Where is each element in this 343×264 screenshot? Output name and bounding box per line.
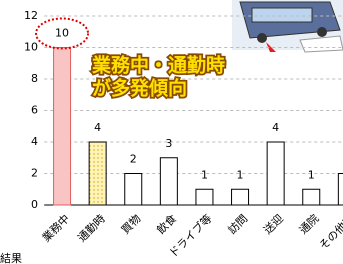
y-tick-label: 0 bbox=[31, 198, 38, 211]
y-tick-label: 10 bbox=[24, 41, 38, 54]
bar bbox=[160, 158, 177, 205]
x-tick-label: 買物 bbox=[118, 211, 143, 236]
x-tick-label: 通勤時 bbox=[75, 212, 108, 245]
y-tick-label: 2 bbox=[31, 167, 38, 180]
x-tick-label: 訪問 bbox=[225, 211, 250, 236]
y-tick-label: 8 bbox=[31, 72, 38, 85]
bar bbox=[338, 174, 343, 206]
bar bbox=[303, 189, 320, 205]
bar bbox=[196, 189, 213, 205]
x-tick-label: 飲食 bbox=[154, 211, 179, 236]
data-label: 3 bbox=[165, 137, 172, 150]
data-label: 4 bbox=[272, 121, 279, 134]
bar bbox=[125, 174, 142, 206]
data-label: 2 bbox=[130, 153, 137, 166]
y-tick-label: 6 bbox=[31, 104, 38, 117]
x-tick-label: 送迎 bbox=[260, 211, 285, 236]
footer-text: 結果 bbox=[0, 251, 22, 264]
data-label: 1 bbox=[308, 168, 315, 181]
y-tick-label: 4 bbox=[31, 135, 38, 148]
bar bbox=[89, 142, 106, 205]
bar bbox=[54, 48, 71, 206]
chart: 02468101210業務中4通勤時2買物3飲食1ドライブ等1訪問4送迎1通院そ… bbox=[0, 0, 343, 264]
annotation: 業務中・通勤時 bbox=[91, 54, 225, 77]
x-tick-label: 業務中 bbox=[39, 211, 72, 244]
annotation: が多発傾向 bbox=[92, 77, 187, 100]
bar bbox=[232, 189, 249, 205]
x-tick-label: その他私 bbox=[317, 212, 343, 252]
data-label: 1 bbox=[237, 168, 244, 181]
bar bbox=[267, 142, 284, 205]
y-tick-label: 12 bbox=[24, 9, 38, 22]
data-label: 1 bbox=[201, 168, 208, 181]
data-label: 10 bbox=[55, 27, 69, 40]
data-label: 4 bbox=[94, 121, 101, 134]
illustration bbox=[232, 0, 343, 52]
x-tick-label: 通院 bbox=[296, 211, 321, 236]
